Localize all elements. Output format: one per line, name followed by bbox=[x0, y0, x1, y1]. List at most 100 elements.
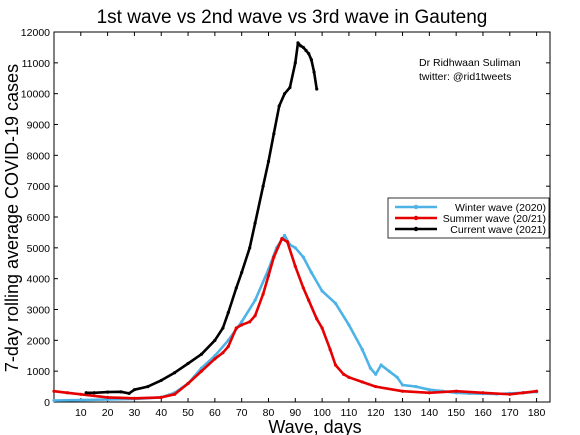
series-point-2 bbox=[221, 326, 225, 330]
y-tick-label: 11000 bbox=[22, 58, 51, 70]
series-point-1 bbox=[320, 326, 324, 330]
series-point-1 bbox=[333, 363, 338, 367]
series-point-2 bbox=[199, 352, 204, 356]
series-point-1 bbox=[508, 392, 512, 396]
series-point-0 bbox=[213, 354, 217, 358]
x-axis-ticks: 10 20 30 40 50 60 70 80 90 100 110 120 130 140 150 160 1… bbox=[75, 32, 546, 419]
series-point-1 bbox=[307, 298, 311, 302]
x-tick-label: 10 bbox=[75, 407, 87, 419]
series-point-0 bbox=[387, 369, 391, 373]
series-point-1 bbox=[427, 391, 431, 395]
x-tick-label: 120 bbox=[367, 407, 385, 419]
series-point-1 bbox=[301, 286, 305, 290]
series-point-2 bbox=[266, 159, 271, 164]
series-point-2 bbox=[288, 85, 292, 90]
x-tick-label: 30 bbox=[129, 407, 141, 419]
series-point-0 bbox=[368, 366, 372, 370]
series-point-0 bbox=[400, 383, 405, 387]
series-point-0 bbox=[282, 233, 287, 238]
series-point-2 bbox=[309, 58, 313, 62]
x-tick-label: 160 bbox=[474, 407, 492, 419]
series-point-2 bbox=[92, 391, 96, 395]
series-point-2 bbox=[299, 44, 303, 48]
series-point-1 bbox=[347, 375, 351, 379]
series-point-2 bbox=[253, 221, 257, 225]
series-point-2 bbox=[304, 48, 308, 53]
series-point-1 bbox=[400, 389, 405, 393]
y-tick-label: 8000 bbox=[27, 150, 51, 162]
series-point-0 bbox=[253, 298, 257, 302]
y-axis-ticks: 0 1000 2000 3000 4000 5000 6000 7000 8000 9000 100… bbox=[21, 27, 550, 409]
y-tick-label: 4000 bbox=[27, 274, 51, 286]
series-point-1 bbox=[52, 389, 56, 393]
series-point-0 bbox=[240, 320, 244, 324]
series-point-1 bbox=[285, 240, 289, 244]
y-tick-label: 6000 bbox=[27, 212, 51, 224]
chart-title: 1st wave vs 2nd wave vs 3rd wave in Gaut… bbox=[97, 7, 488, 28]
series-point-1 bbox=[173, 392, 177, 396]
series-point-1 bbox=[315, 317, 319, 321]
x-tick-label: 130 bbox=[394, 407, 412, 419]
legend-label-0: Winter wave (2020) bbox=[455, 202, 546, 214]
series-point-1 bbox=[374, 384, 378, 389]
series-point-2 bbox=[293, 61, 297, 65]
legend-marker-0 bbox=[413, 204, 419, 210]
series-point-2 bbox=[272, 132, 276, 136]
series-point-2 bbox=[315, 87, 319, 91]
y-tick-label: 7000 bbox=[27, 181, 51, 193]
series-point-2 bbox=[248, 246, 252, 250]
x-tick-label: 80 bbox=[263, 407, 275, 419]
series-point-0 bbox=[333, 301, 338, 305]
series-point-2 bbox=[282, 92, 287, 96]
x-tick-label: 60 bbox=[209, 407, 221, 419]
series-point-1 bbox=[240, 323, 244, 327]
series-point-1 bbox=[186, 381, 190, 386]
x-tick-label: 110 bbox=[341, 407, 358, 419]
series-point-0 bbox=[309, 270, 313, 275]
x-tick-label: 70 bbox=[236, 407, 248, 419]
series-point-2 bbox=[226, 310, 230, 315]
y-tick-label: 3000 bbox=[27, 305, 51, 317]
series-point-2 bbox=[146, 384, 150, 389]
y-tick-label: 12000 bbox=[21, 27, 50, 39]
legend-marker-1 bbox=[413, 215, 419, 221]
series-point-1 bbox=[234, 326, 238, 330]
series-point-0 bbox=[320, 289, 324, 293]
series-point-2 bbox=[159, 378, 163, 383]
series-point-2 bbox=[277, 104, 281, 108]
y-tick-label: 10000 bbox=[21, 89, 50, 101]
series-point-0 bbox=[226, 338, 230, 342]
x-tick-label: 50 bbox=[182, 407, 194, 419]
series-point-1 bbox=[159, 395, 163, 399]
series-line-2 bbox=[84, 41, 319, 395]
credit-author: Dr Ridhwaan Suliman bbox=[419, 57, 521, 69]
series-point-0 bbox=[52, 398, 56, 403]
legend: Winter wave (2020)Summer wave (20/21)Cur… bbox=[387, 197, 550, 239]
series-point-1 bbox=[521, 391, 525, 395]
series-point-1 bbox=[79, 392, 83, 396]
x-tick-label: 170 bbox=[501, 407, 519, 419]
series-point-0 bbox=[374, 372, 378, 376]
series-lines bbox=[52, 41, 539, 403]
series-point-1 bbox=[261, 292, 265, 296]
series-point-0 bbox=[427, 388, 431, 392]
series-point-1 bbox=[65, 391, 70, 395]
series-point-2 bbox=[127, 391, 131, 395]
y-tick-label: 2000 bbox=[27, 335, 51, 347]
x-tick-label: 90 bbox=[289, 407, 301, 419]
series-point-0 bbox=[379, 363, 383, 367]
series-point-1 bbox=[221, 351, 225, 355]
series-point-2 bbox=[84, 391, 88, 395]
series-point-2 bbox=[106, 390, 110, 394]
series-point-2 bbox=[307, 51, 311, 56]
series-point-1 bbox=[213, 357, 217, 361]
series-point-0 bbox=[347, 323, 351, 327]
series-point-0 bbox=[301, 255, 305, 259]
series-point-2 bbox=[173, 371, 177, 375]
series-point-1 bbox=[454, 389, 458, 393]
y-tick-label: 0 bbox=[44, 397, 50, 409]
series-point-2 bbox=[240, 270, 244, 275]
series-point-0 bbox=[414, 384, 418, 389]
series-point-1 bbox=[253, 314, 257, 318]
y-tick-label: 5000 bbox=[27, 243, 51, 255]
